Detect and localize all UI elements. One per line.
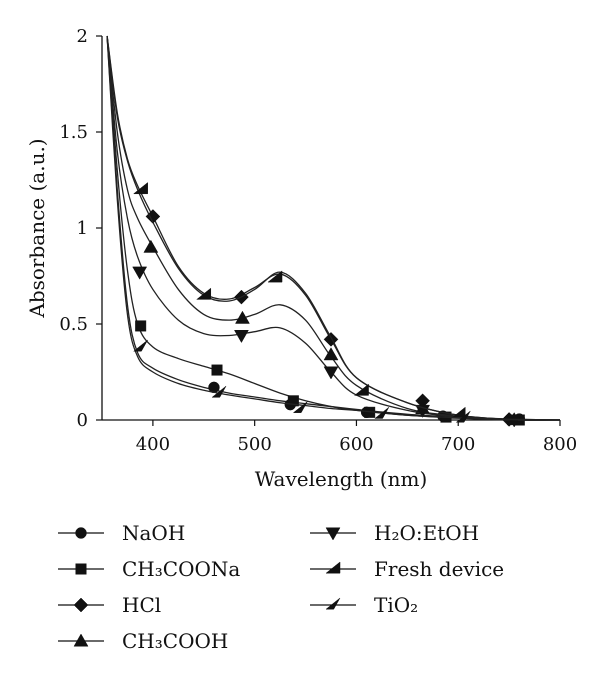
x-tick-label: 800 [543, 434, 577, 455]
series-line [106, 35, 561, 421]
data-point [135, 320, 147, 332]
data-point [132, 266, 148, 280]
legend-item-ch-cooh: CH₃COOH [58, 629, 228, 653]
legend-marker [325, 527, 341, 541]
series-line [106, 35, 561, 421]
legend-label: NaOH [122, 521, 185, 545]
legend-marker [75, 527, 87, 539]
data-point [234, 330, 249, 344]
legend-marker [75, 563, 87, 575]
series-tio [106, 35, 561, 423]
data-point [132, 339, 148, 352]
y-axis-title: Absorbance (a.u.) [25, 138, 49, 318]
legend-item-ch-coona: CH₃COONa [58, 557, 240, 581]
legend-item-h-o-etoh: H₂O:EtOH [310, 521, 479, 545]
series-naoh [106, 35, 561, 425]
data-point [323, 347, 339, 361]
data-point [455, 410, 471, 423]
data-point [506, 414, 522, 428]
data-point [211, 364, 223, 376]
data-point [450, 406, 466, 419]
y-tick-label: 1.5 [59, 122, 88, 143]
y-tick-label: 0.5 [59, 314, 88, 335]
legend: NaOH CH₃COONa HCl CH₃COOH H₂O:EtOH Fresh devi… [58, 521, 504, 653]
data-point [323, 332, 339, 347]
legend-label: Fresh device [374, 557, 504, 581]
series-line [106, 35, 561, 421]
legend-marker [325, 561, 341, 574]
series-line [106, 35, 561, 421]
data-point [323, 366, 339, 380]
y-tick-label: 2 [77, 26, 88, 47]
series-h-o-etoh [106, 35, 561, 428]
series-layer [106, 35, 561, 428]
x-tick-label: 600 [339, 434, 373, 455]
legend-label: CH₃COONa [122, 557, 240, 581]
x-tick-label: 400 [136, 434, 170, 455]
data-point [374, 407, 390, 419]
legend-item-hcl: HCl [58, 593, 161, 617]
series-line [106, 35, 561, 421]
x-tick-label: 500 [237, 434, 271, 455]
legend-label: H₂O:EtOH [374, 521, 479, 545]
x-axis-title: Wavelength (nm) [255, 467, 428, 491]
legend-item-fresh-device: Fresh device [310, 557, 504, 581]
legend-marker [73, 633, 89, 647]
series-line [106, 35, 561, 421]
data-point [196, 287, 212, 300]
legend-marker [73, 597, 89, 613]
legend-label: TiO₂ [374, 593, 418, 617]
series-fresh-device [106, 35, 561, 421]
y-tick-label: 1 [77, 218, 88, 239]
data-point [292, 401, 308, 413]
legend-label: CH₃COOH [122, 629, 228, 653]
data-point [235, 310, 250, 324]
legend-marker [325, 597, 341, 610]
data-point [211, 385, 227, 398]
legend-item-naoh: NaOH [58, 521, 185, 545]
series-line [106, 35, 561, 421]
y-tick-label: 0 [77, 410, 88, 431]
data-point [353, 383, 369, 396]
axes: 400 500 600 700 800 0 0.5 1 1.5 2 Wavelength (nm) A… [25, 26, 577, 491]
data-point [132, 182, 148, 195]
x-tick-label: 700 [441, 434, 475, 455]
legend-label: HCl [122, 593, 161, 617]
legend-item-tio: TiO₂ [310, 593, 418, 617]
data-point [143, 239, 159, 253]
data-point [267, 270, 283, 283]
data-point [287, 395, 299, 407]
